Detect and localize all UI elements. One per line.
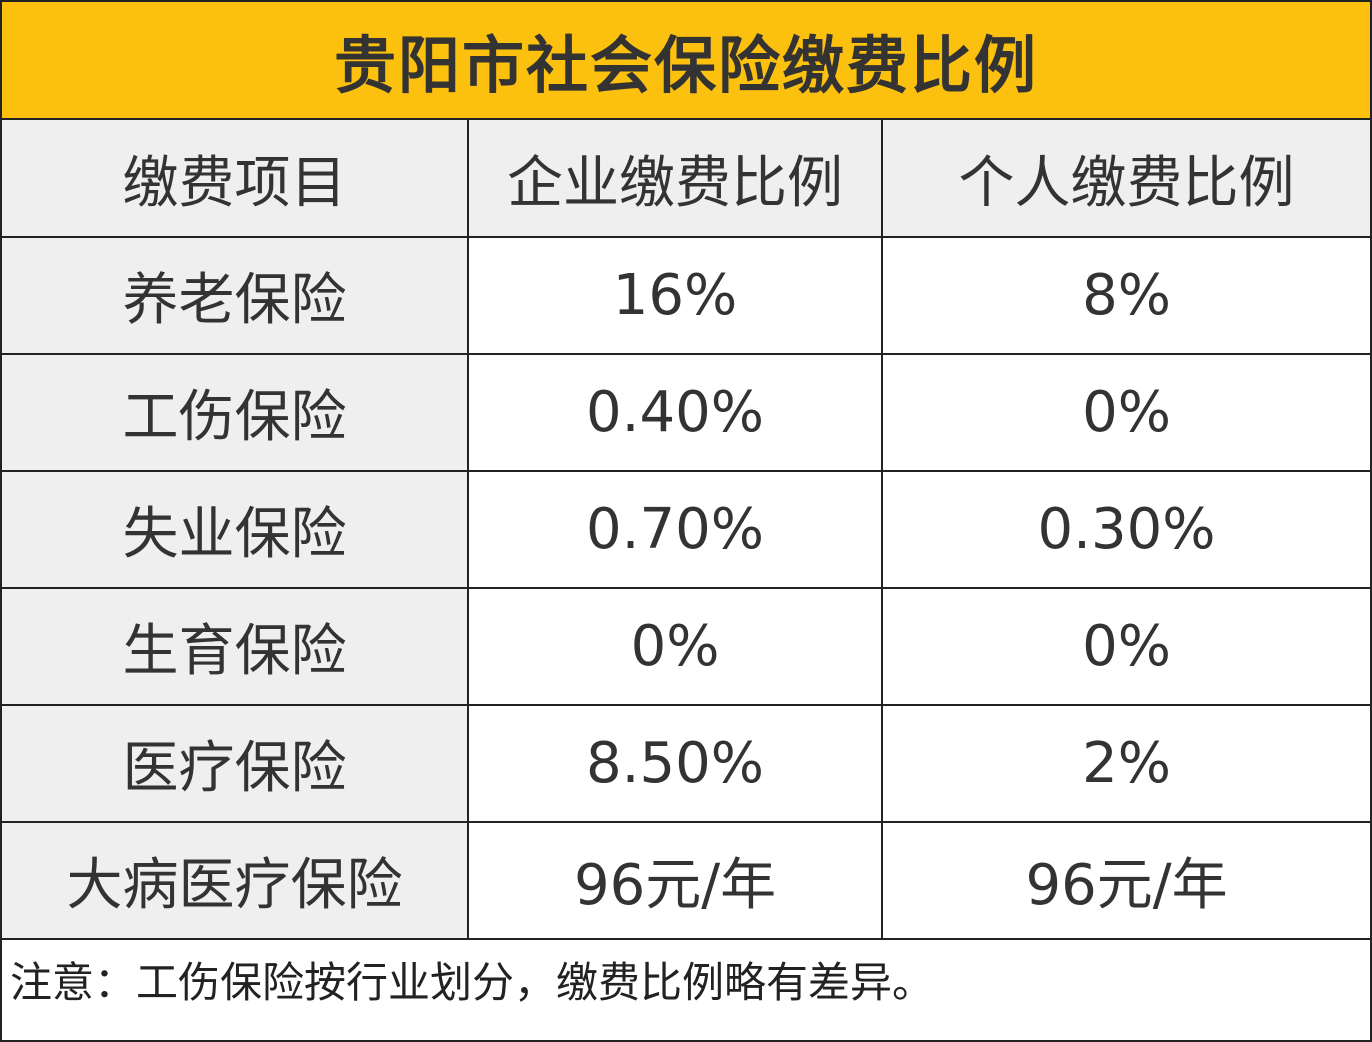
row-personal-rate: 2% [881,704,1370,823]
row-item: 养老保险 [2,237,469,355]
row-personal-rate: 0% [881,587,1370,706]
row-personal-rate: 0% [881,353,1370,472]
row-item: 医疗保险 [2,704,469,823]
page-title: 贵阳市社会保险缴费比例 [333,29,1038,102]
row-company-rate: 16% [467,237,883,355]
row-item: 大病医疗保险 [2,821,469,940]
table-row: 生育保险 0% 0% [2,587,1370,706]
row-item: 失业保险 [2,470,469,589]
table-row: 医疗保险 8.50% 2% [2,704,1370,823]
row-company-rate: 0% [467,587,883,706]
row-personal-rate: 96元/年 [881,821,1370,940]
header-item: 缴费项目 [2,120,469,238]
row-company-rate: 0.40% [467,353,883,472]
table-row: 工伤保险 0.40% 0% [2,353,1370,472]
header-personal-rate: 个人缴费比例 [881,120,1370,238]
table-row: 养老保险 16% 8% [2,237,1370,355]
row-item: 工伤保险 [2,353,469,472]
title-bar: 贵阳市社会保险缴费比例 [2,2,1370,120]
header-row: 缴费项目 企业缴费比例 个人缴费比例 [2,120,1370,238]
table-row: 失业保险 0.70% 0.30% [2,470,1370,589]
footnote: 注意：工伤保险按行业划分，缴费比例略有差异。 [10,957,935,1007]
row-company-rate: 96元/年 [467,821,883,940]
table-row: 大病医疗保险 96元/年 96元/年 [2,821,1370,940]
row-personal-rate: 0.30% [881,470,1370,589]
header-company-rate: 企业缴费比例 [467,120,883,238]
row-item: 生育保险 [2,587,469,706]
row-personal-rate: 8% [881,237,1370,355]
rate-table: 缴费项目 企业缴费比例 个人缴费比例 养老保险 16% 8% 工伤保险 0.40… [2,120,1370,940]
row-company-rate: 0.70% [467,470,883,589]
row-company-rate: 8.50% [467,704,883,823]
